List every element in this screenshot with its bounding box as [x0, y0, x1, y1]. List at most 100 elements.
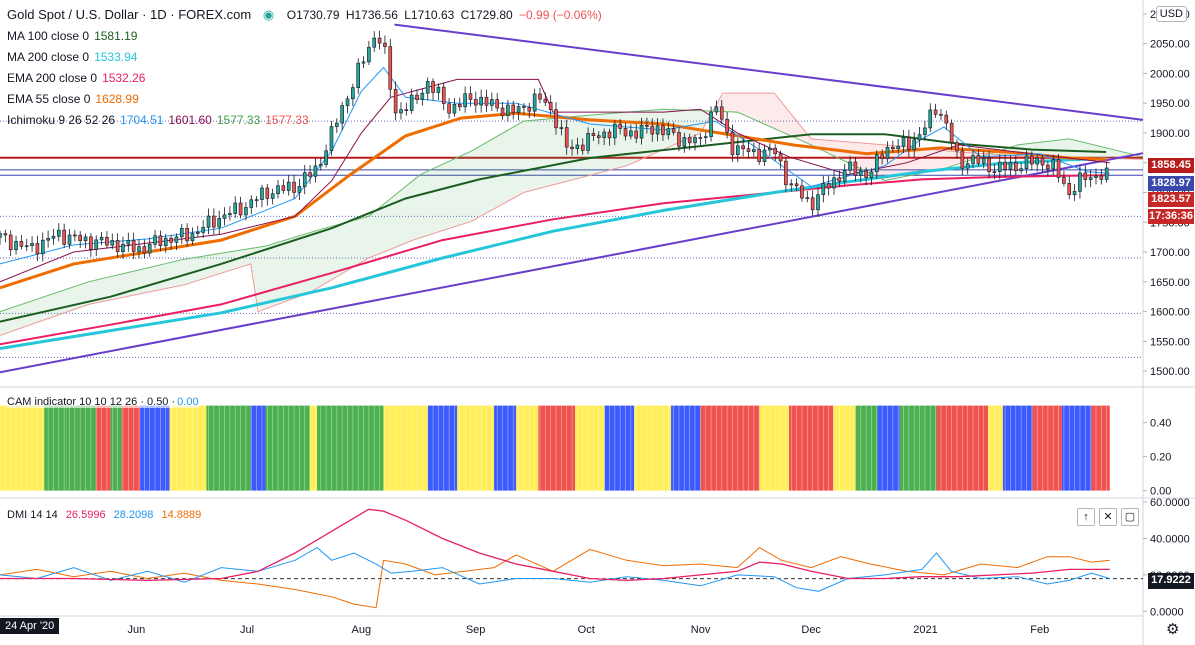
- candle: [490, 92, 494, 111]
- candle-body: [1099, 175, 1104, 180]
- cloud-segment: [950, 151, 958, 167]
- candle-body: [805, 197, 810, 200]
- cloud-segment: [64, 287, 72, 313]
- candle: [880, 149, 884, 165]
- cloud-segment: [1064, 139, 1072, 158]
- candle-body: [901, 137, 906, 147]
- candle: [821, 175, 826, 203]
- candle-body: [324, 150, 328, 165]
- cam-bar-29: [899, 405, 937, 491]
- candle: [714, 100, 719, 116]
- candle-body: [618, 123, 622, 129]
- candle-body: [62, 229, 66, 245]
- candle: [137, 239, 141, 259]
- cloud-segment: [407, 179, 415, 243]
- candle-body: [682, 137, 687, 147]
- candle-body: [415, 94, 419, 100]
- dmi-pink-line: [0, 508, 1110, 582]
- candle: [436, 83, 441, 101]
- cam-legend[interactable]: CAM indicator 10 10 12 26 · 0.50 · 0.00: [7, 396, 199, 408]
- legend-ichimoku[interactable]: Ichimoku 9 26 52 26 1704.51 1601.60 1577.33…: [7, 113, 309, 127]
- cloud-segment: [435, 164, 443, 233]
- maximize-pane-button[interactable]: ▢: [1121, 508, 1139, 526]
- candle-body: [848, 161, 852, 171]
- candle-body: [254, 199, 259, 201]
- cloud-segment: [921, 148, 929, 174]
- candle-body: [78, 234, 82, 242]
- candle-body: [768, 147, 772, 151]
- cam-bar-35: [1091, 405, 1110, 491]
- dmi-y-tick-label-0: 0.0000: [1150, 606, 1184, 618]
- candle: [709, 106, 713, 142]
- candle-body: [1094, 175, 1098, 178]
- legend-ma100[interactable]: MA 100 close 0 1581.19: [7, 29, 137, 43]
- legend-ma200[interactable]: MA 200 close 0 1533.94: [7, 50, 137, 64]
- cloud-segment: [550, 118, 558, 186]
- candle: [19, 235, 24, 250]
- candle-body: [719, 106, 724, 120]
- dmi-legend[interactable]: DMI 14 14 26.5996 28.2098 14.8889: [7, 509, 201, 521]
- candle: [650, 118, 655, 142]
- currency-badge[interactable]: USD: [1155, 6, 1187, 22]
- cloud-segment: [685, 110, 693, 140]
- legend-ema200[interactable]: EMA 200 close 0 1532.26: [7, 71, 145, 85]
- cloud-segment: [1135, 155, 1143, 160]
- cloud-segment: [564, 116, 572, 182]
- x-tick-label-Oct: Oct: [578, 624, 595, 636]
- cloud-segment: [864, 143, 872, 175]
- candle: [965, 158, 970, 175]
- cloud-segment: [107, 275, 115, 301]
- cloud-segment: [914, 147, 922, 175]
- candle: [313, 158, 318, 183]
- candle: [409, 88, 414, 114]
- cloud-segment: [478, 142, 486, 218]
- candle-body: [623, 128, 628, 137]
- cloud-segment: [400, 185, 408, 246]
- candle-body: [468, 93, 473, 100]
- legend-ichimoku-senkou-b: 1577.33: [265, 113, 309, 127]
- candle: [1104, 161, 1109, 183]
- candle-body: [201, 227, 205, 233]
- candle-body: [1008, 162, 1013, 170]
- candle: [447, 98, 451, 119]
- cloud-segment: [150, 265, 158, 292]
- candle: [153, 229, 157, 249]
- candle-body: [490, 99, 494, 106]
- candle-body: [976, 155, 981, 164]
- candle-body: [431, 81, 435, 93]
- candle: [939, 109, 943, 121]
- candle-body: [698, 137, 703, 139]
- close-pane-button[interactable]: ✕: [1099, 508, 1117, 526]
- candle: [1072, 184, 1077, 201]
- candle-body: [949, 122, 954, 143]
- candle-body: [399, 109, 403, 114]
- candle-body: [1051, 159, 1056, 170]
- cloud-segment: [521, 120, 529, 194]
- cloud-segment: [364, 214, 372, 261]
- candle-body: [1035, 157, 1039, 165]
- symbol-title[interactable]: Gold Spot / U.S. Dollar · 1D · FOREX.com: [7, 7, 252, 22]
- candle: [805, 190, 810, 203]
- candle-body: [345, 98, 350, 106]
- candle-body: [511, 104, 516, 113]
- candle: [383, 35, 387, 54]
- cloud-segment: [1050, 140, 1058, 158]
- gear-icon[interactable]: ⚙: [1166, 621, 1180, 638]
- candle: [703, 131, 708, 145]
- candle-body: [907, 137, 911, 150]
- candle-body: [260, 187, 264, 200]
- cloud-segment: [457, 154, 465, 226]
- senkou-b-line: [0, 92, 1144, 336]
- move-pane-up-button[interactable]: ↑: [1077, 508, 1095, 526]
- x-tick-label-Aug: Aug: [352, 624, 372, 636]
- candle-body: [281, 185, 286, 191]
- legend-ema55[interactable]: EMA 55 close 0 1628.99: [7, 92, 139, 106]
- x-tick-label-Nov: Nov: [691, 624, 711, 636]
- cam-bar-25: [789, 405, 834, 491]
- cloud-segment: [300, 233, 308, 297]
- candle: [901, 129, 906, 153]
- candle: [741, 138, 745, 157]
- candle-body: [383, 42, 387, 47]
- candle-body: [730, 131, 735, 155]
